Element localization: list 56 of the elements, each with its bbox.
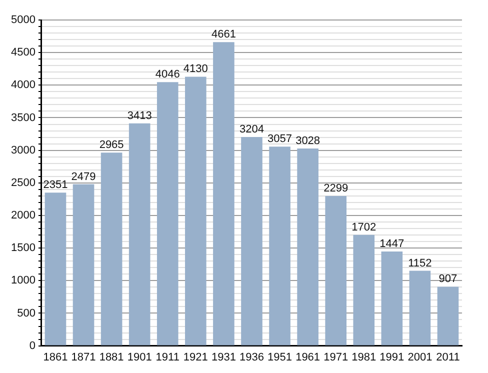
data-label: 3204 <box>239 124 264 136</box>
bar <box>353 234 375 346</box>
data-label: 4046 <box>155 68 180 81</box>
data-label: 1152 <box>408 257 432 270</box>
y-tick-label: 1500 <box>10 242 36 254</box>
data-label: 4130 <box>183 63 208 76</box>
data-label: 1702 <box>352 221 376 234</box>
bar <box>297 148 318 346</box>
x-tick-label: 2011 <box>436 351 460 364</box>
y-tick-label: 2500 <box>10 176 36 189</box>
data-label: 2351 <box>43 179 68 192</box>
y-tick-label: 4000 <box>10 79 36 92</box>
x-tick-label: 1931 <box>211 351 236 364</box>
data-label: 3028 <box>296 135 320 148</box>
bar <box>213 42 234 346</box>
bar <box>156 82 178 346</box>
data-label: 2479 <box>71 170 96 183</box>
bar <box>325 196 346 346</box>
x-tick-label: 1901 <box>127 351 152 364</box>
bar <box>72 184 94 346</box>
y-tick-label: 3000 <box>10 144 36 156</box>
x-tick-label: 1991 <box>380 351 404 364</box>
bar <box>437 286 459 346</box>
y-tick-label: 1000 <box>10 274 36 287</box>
y-tick-label: 0 <box>29 340 36 352</box>
bar <box>269 146 290 346</box>
bar <box>44 192 66 346</box>
x-tick-label: 1951 <box>268 351 292 364</box>
y-tick-label: 500 <box>17 307 36 320</box>
bar <box>185 76 206 346</box>
data-label: 2965 <box>99 139 124 152</box>
x-tick-label: 1971 <box>324 351 348 364</box>
bar <box>128 123 150 346</box>
data-label: 907 <box>438 273 458 286</box>
x-tick-label: 1881 <box>99 351 124 364</box>
x-tick-label: 1911 <box>156 351 180 364</box>
x-tick-label: 1981 <box>352 351 376 364</box>
x-tick-label: 1936 <box>239 351 264 364</box>
y-tick-label: 2000 <box>10 210 36 222</box>
bar <box>241 137 262 346</box>
data-label: 3057 <box>268 133 292 146</box>
bar <box>409 270 431 346</box>
bar <box>100 152 122 346</box>
x-tick-label: 1961 <box>296 351 320 364</box>
y-tick-label: 4500 <box>10 46 36 59</box>
x-tick-label: 1871 <box>71 351 96 364</box>
data-label: 1447 <box>380 238 404 250</box>
data-label: 4661 <box>211 28 236 41</box>
y-tick-label: 5000 <box>10 14 36 26</box>
x-tick-label: 1861 <box>43 351 68 364</box>
bar <box>381 252 403 346</box>
x-tick-label: 1921 <box>183 351 208 364</box>
data-label: 3413 <box>127 110 152 122</box>
x-tick-label: 2001 <box>408 351 432 364</box>
y-tick-label: 3500 <box>10 112 36 124</box>
data-label: 2299 <box>324 182 348 195</box>
